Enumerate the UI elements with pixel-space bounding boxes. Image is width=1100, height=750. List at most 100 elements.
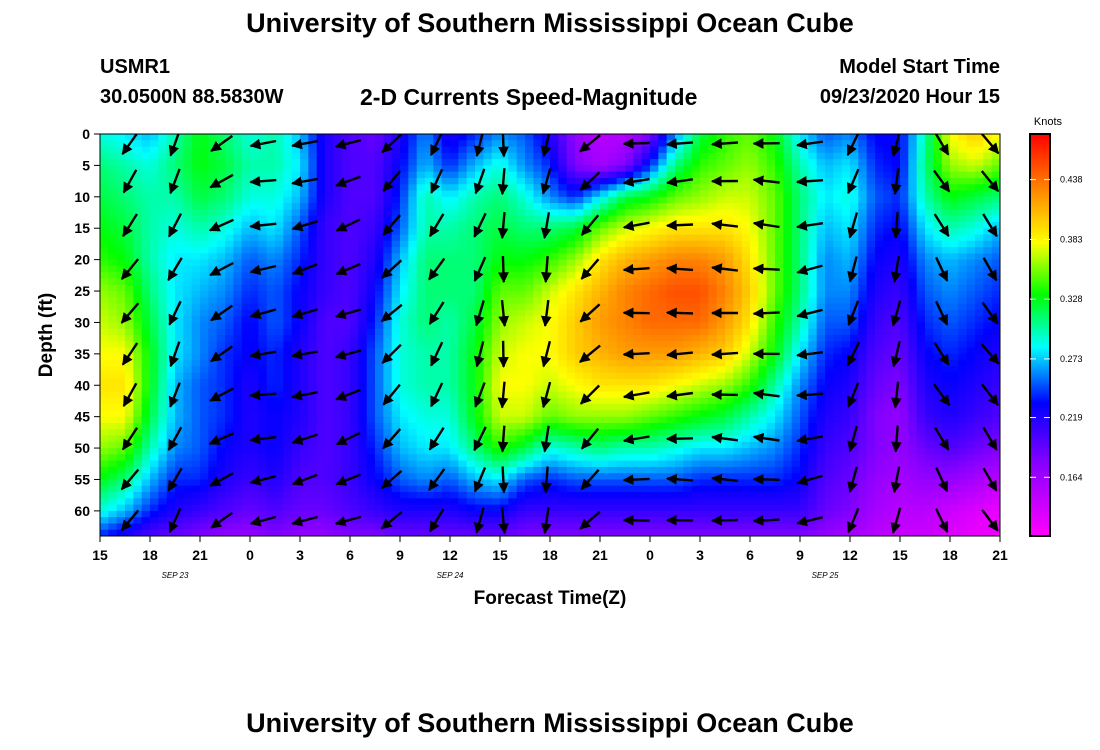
heatmap-cell [700,328,709,336]
heatmap-cell [616,215,626,223]
heatmap-cell [791,416,801,424]
heatmap-cell [408,171,418,179]
heatmap-cell [508,328,518,336]
heatmap-cell [466,247,476,254]
heatmap-cell [333,360,343,368]
heatmap-cell [633,366,643,374]
heatmap-cell [866,347,876,355]
heatmap-cell [466,278,476,286]
heatmap-cell [200,209,209,217]
heatmap-cell [716,404,726,411]
heatmap-cell [675,196,684,204]
heatmap-cell [258,297,268,305]
heatmap-cell [133,184,143,192]
heatmap-cell [533,309,543,317]
heatmap-cell [183,221,193,229]
heatmap-cell [566,328,576,336]
heatmap-cell [225,391,234,399]
heatmap-cell [858,353,868,361]
heatmap-cell [791,184,801,192]
heatmap-cell [466,360,476,368]
heatmap-cell [258,284,268,292]
heatmap-cell [150,184,159,192]
heatmap-cell [275,272,284,280]
heatmap-cell [350,228,359,236]
heatmap-cell [291,416,301,424]
heatmap-cell [475,240,484,248]
heatmap-cell [183,196,193,204]
heatmap-cell [275,215,284,223]
heatmap-cell [316,134,326,141]
heatmap-cell [458,209,468,217]
heatmap-cell [591,397,601,405]
heatmap-cell [608,353,618,361]
heatmap-cell [875,165,884,173]
heatmap-cell [125,416,134,424]
heatmap-cell [991,328,1000,336]
heatmap-cell [700,177,709,185]
heatmap-cell [633,404,643,411]
heatmap-cell [625,190,634,198]
heatmap-cell [333,278,343,286]
heatmap-cell [741,215,751,223]
heatmap-cell [766,234,776,242]
heatmap-cell [241,309,251,317]
heatmap-cell [350,265,359,273]
heatmap-cell [833,328,843,336]
heatmap-cell [266,335,276,342]
heatmap-cell [825,378,834,386]
heatmap-cell [475,203,484,210]
heatmap-cell [883,190,893,198]
heatmap-cell [658,385,668,393]
heatmap-cell [941,134,951,141]
heatmap-cell [633,203,643,210]
heatmap-cell [575,303,584,311]
heatmap-cell [583,284,593,292]
heatmap-cell [200,328,209,336]
heatmap-cell [975,215,984,223]
heatmap-cell [300,410,309,418]
heatmap-cell [433,360,443,368]
heatmap-cell [483,353,493,361]
heatmap-cell [983,152,993,160]
heatmap-cell [425,278,434,286]
heatmap-cell [700,322,709,330]
heatmap-cell [100,247,109,254]
heatmap-cell [100,291,109,298]
heatmap-cell [800,171,809,179]
heatmap-cell [108,360,118,368]
heatmap-cell [283,240,293,248]
heatmap-cell [841,284,851,292]
heatmap-cell [875,146,884,154]
heatmap-cell [125,152,134,160]
heatmap-cell [450,410,459,418]
heatmap-cell [225,234,234,242]
heatmap-cell [700,366,709,374]
heatmap-cell [716,316,726,324]
heatmap-cell [458,416,468,424]
heatmap-cell [200,291,209,298]
heatmap-cell [525,322,534,330]
heatmap-cell [216,404,226,411]
heatmap-cell [408,410,418,418]
heatmap-cell [125,385,134,393]
heatmap-cell [350,322,359,330]
heatmap-cell [708,397,718,405]
heatmap-cell [516,385,526,393]
heatmap-cell [550,209,559,217]
heatmap-cell [441,404,451,411]
heatmap-cell [358,221,368,229]
heatmap-cell [708,259,718,267]
heatmap-cell [941,247,951,254]
heatmap-cell [316,291,326,298]
heatmap-cell [175,353,184,361]
heatmap-cell [591,347,601,355]
heatmap-cell [491,240,501,248]
heatmap-cell [641,190,651,198]
heatmap-cell [275,410,284,418]
heatmap-cell [608,184,618,192]
heatmap-cell [566,316,576,324]
heatmap-cell [308,391,318,399]
heatmap-cell [908,159,918,167]
heatmap-cell [216,385,226,393]
